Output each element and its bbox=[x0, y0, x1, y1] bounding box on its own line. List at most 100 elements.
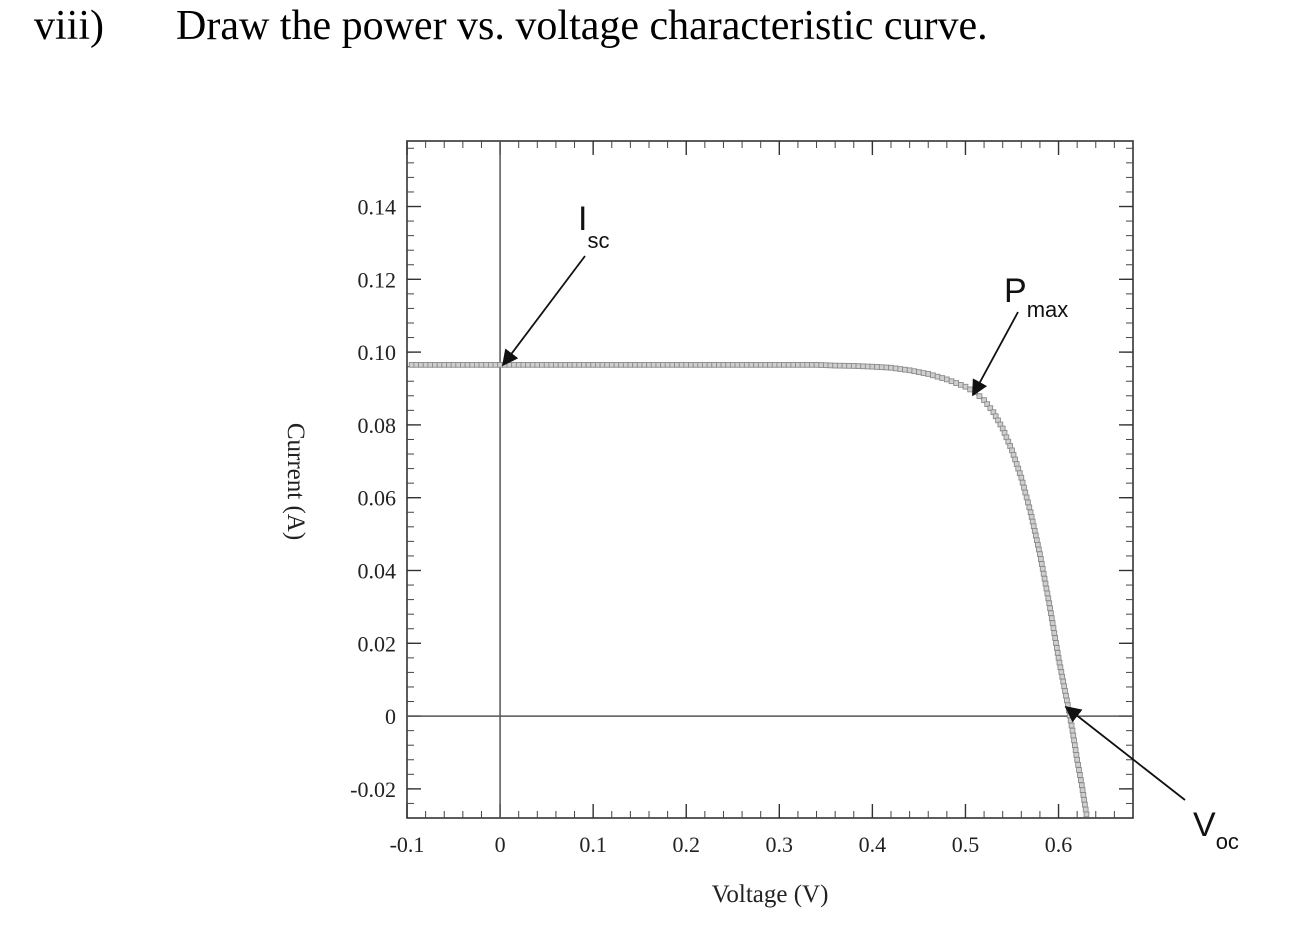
y-tick-labels: -0.02 0 0.02 0.04 0.06 0.08 0.10 0.12 0.14 bbox=[350, 195, 396, 802]
data-point bbox=[469, 361, 476, 368]
data-point bbox=[459, 361, 466, 368]
data-point bbox=[1071, 742, 1078, 749]
x-tick-label: 0.3 bbox=[766, 832, 794, 857]
data-point bbox=[655, 361, 662, 368]
data-point bbox=[1055, 654, 1062, 661]
data-point bbox=[594, 361, 601, 368]
data-point bbox=[943, 376, 950, 383]
data-point bbox=[1061, 683, 1067, 690]
data-point bbox=[957, 382, 964, 388]
data-point bbox=[892, 365, 899, 372]
data-point bbox=[1016, 470, 1023, 476]
data-point bbox=[497, 361, 503, 368]
y-tick-label: -0.02 bbox=[350, 777, 396, 802]
y-tick-label: 0.06 bbox=[358, 486, 397, 511]
data-point bbox=[1015, 465, 1022, 472]
data-point bbox=[1018, 474, 1025, 481]
data-point bbox=[1027, 509, 1034, 516]
data-point bbox=[534, 361, 541, 368]
data-point bbox=[1037, 551, 1043, 557]
data-point bbox=[841, 362, 848, 369]
data-point bbox=[590, 361, 597, 368]
data-point bbox=[906, 367, 913, 374]
data-point bbox=[1031, 528, 1038, 534]
data-point bbox=[1042, 580, 1049, 587]
data-point bbox=[1076, 767, 1082, 773]
y-tick-label: 0.12 bbox=[358, 267, 397, 292]
data-point bbox=[511, 361, 517, 368]
data-point bbox=[874, 364, 880, 370]
data-point bbox=[636, 361, 643, 368]
data-point bbox=[1079, 787, 1086, 793]
data-point bbox=[1049, 620, 1056, 626]
data-point bbox=[781, 361, 787, 368]
data-point bbox=[1046, 600, 1053, 607]
data-point bbox=[1033, 537, 1040, 544]
data-point bbox=[432, 361, 438, 368]
data-point bbox=[1032, 532, 1039, 539]
data-point bbox=[1030, 523, 1037, 530]
data-point bbox=[1045, 595, 1052, 602]
data-point bbox=[836, 362, 843, 369]
minor-ticks bbox=[407, 141, 1133, 818]
data-point bbox=[1060, 678, 1067, 685]
data-point bbox=[664, 361, 671, 368]
data-point bbox=[1043, 585, 1050, 592]
data-point bbox=[729, 361, 736, 368]
data-point bbox=[1077, 772, 1083, 778]
iv-series bbox=[408, 361, 1090, 818]
data-point bbox=[701, 361, 708, 368]
data-point bbox=[743, 361, 750, 368]
data-point bbox=[669, 361, 676, 368]
data-point bbox=[902, 366, 908, 373]
data-point bbox=[529, 361, 536, 368]
data-point bbox=[506, 361, 513, 368]
data-point bbox=[1072, 747, 1079, 753]
data-point bbox=[832, 362, 839, 369]
data-point bbox=[473, 361, 480, 368]
question-number: viii) bbox=[34, 3, 104, 49]
data-point bbox=[525, 361, 531, 368]
data-point bbox=[715, 361, 722, 368]
data-point bbox=[697, 361, 704, 368]
data-point bbox=[1059, 673, 1066, 680]
data-point bbox=[869, 363, 876, 370]
data-point bbox=[818, 362, 825, 368]
y-tick-label: 0.02 bbox=[358, 631, 397, 656]
data-point bbox=[585, 361, 592, 368]
data-point bbox=[753, 361, 759, 368]
data-point bbox=[1078, 777, 1084, 783]
data-point bbox=[515, 361, 522, 368]
data-point bbox=[850, 363, 857, 369]
data-point bbox=[576, 361, 583, 368]
data-point bbox=[599, 361, 606, 368]
data-point bbox=[1050, 625, 1057, 631]
data-point bbox=[962, 383, 969, 390]
data-point bbox=[483, 361, 489, 368]
data-point bbox=[413, 361, 420, 368]
data-point bbox=[720, 361, 727, 368]
data-point bbox=[674, 361, 680, 368]
data-point bbox=[427, 361, 434, 368]
data-point bbox=[1021, 484, 1027, 491]
data-point bbox=[1082, 801, 1088, 808]
annotation-voc-arrow bbox=[1064, 706, 1186, 801]
data-point bbox=[1082, 806, 1089, 813]
data-point bbox=[1040, 570, 1047, 577]
data-point bbox=[916, 369, 922, 375]
data-point bbox=[1069, 727, 1076, 734]
data-point bbox=[557, 361, 564, 368]
x-tick-label: 0.2 bbox=[672, 832, 700, 857]
data-point bbox=[1013, 461, 1020, 467]
data-point bbox=[1066, 712, 1073, 719]
data-point bbox=[571, 361, 578, 368]
x-tick-label: 0 bbox=[495, 832, 506, 857]
data-point bbox=[478, 361, 485, 368]
data-point bbox=[897, 366, 904, 372]
data-point bbox=[1051, 630, 1058, 636]
data-point bbox=[1068, 722, 1075, 729]
data-point bbox=[660, 361, 666, 368]
y-tick-label: 0 bbox=[385, 704, 396, 729]
data-point bbox=[618, 361, 624, 368]
